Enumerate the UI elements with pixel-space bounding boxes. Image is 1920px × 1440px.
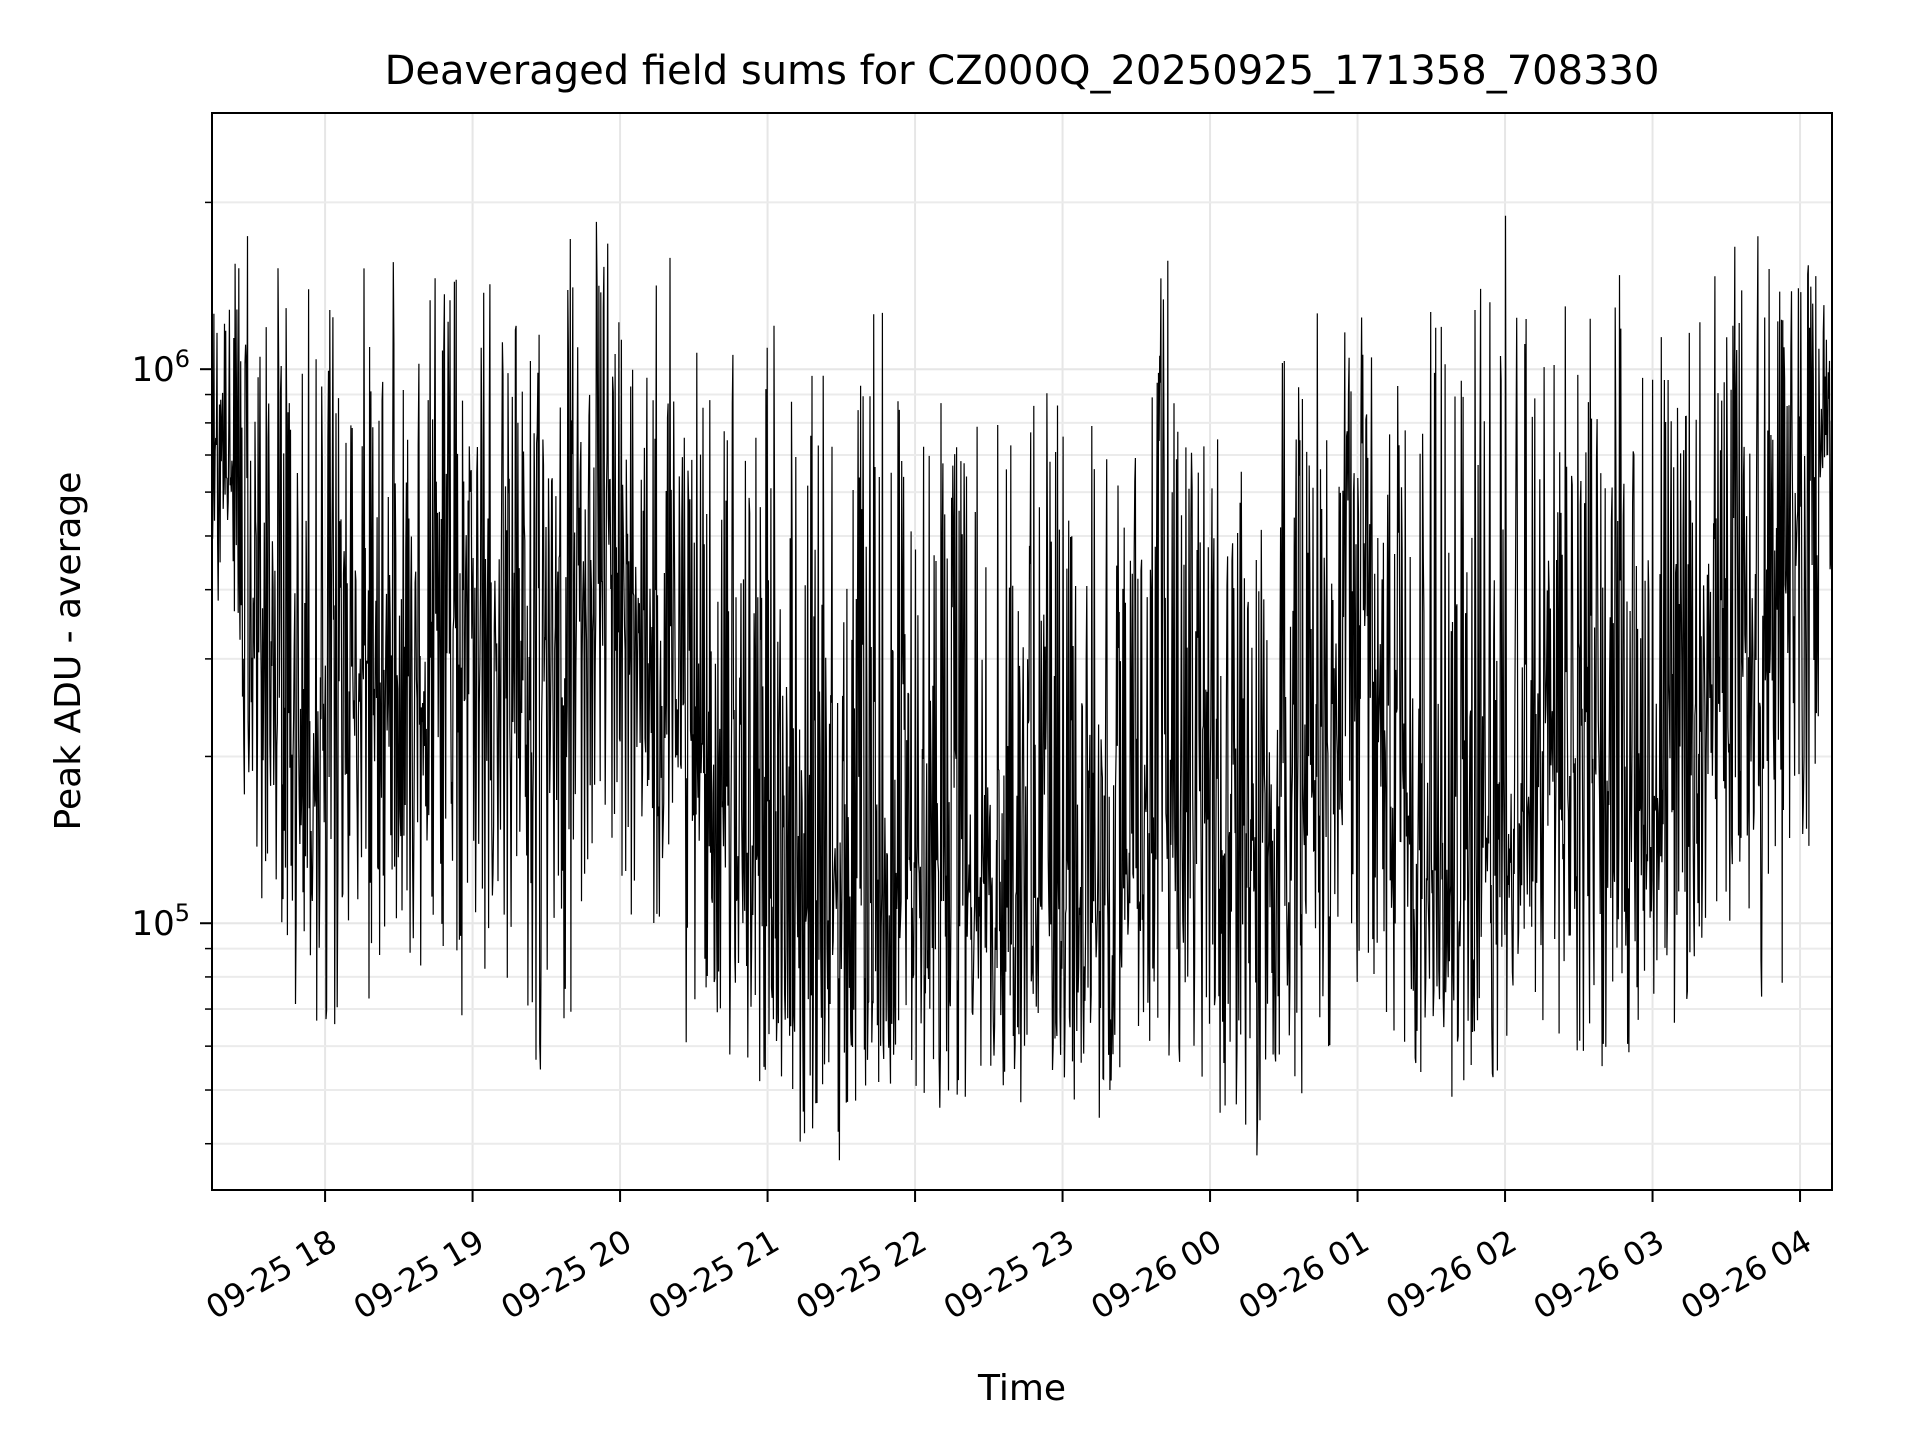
chart-title: Deaveraged field sums for CZ000Q_2025092… <box>385 48 1660 94</box>
y-tick-label: 106 <box>131 345 190 390</box>
axes-frame <box>211 112 1833 1191</box>
y-axis: 105 106 <box>131 201 212 1145</box>
series-line <box>211 215 1833 1161</box>
x-axis-label: Time <box>977 1368 1066 1409</box>
data-series <box>211 215 1833 1161</box>
y-axis-label: Peak ADU - average <box>48 472 89 831</box>
y-tick-label: 105 <box>131 899 190 944</box>
